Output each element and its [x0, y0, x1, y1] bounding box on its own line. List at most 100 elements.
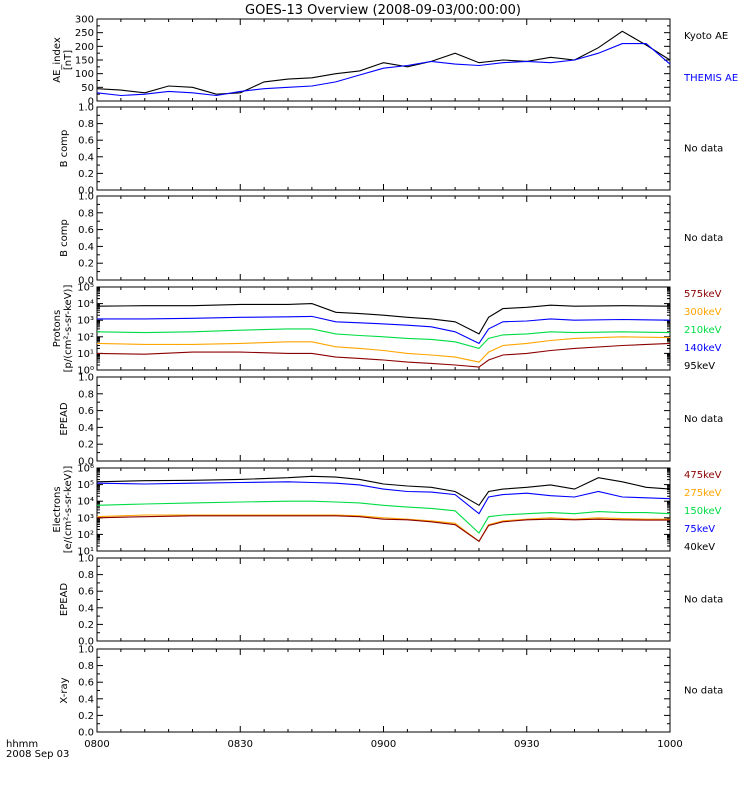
series-line-275kev [96, 514, 670, 543]
panel-frame [96, 18, 671, 102]
y-tick-label: 0.8 [78, 119, 94, 130]
y-axis-label: [p/(cm²-s-sr-keV)] [63, 285, 74, 373]
panel-7: 0.0 0.2 0.4 0.6 0.8 1.0 EPEAD No data [59, 554, 723, 648]
y-tick-label: 10² [77, 332, 94, 343]
no-data-label: No data [684, 233, 723, 244]
y-tick-label: 10⁰ [77, 366, 94, 377]
time-axis: 0800 0830 0900 0930 1000 [84, 739, 682, 750]
legend-entry: 475keV [684, 470, 722, 481]
y-tick-label: 0.8 [78, 389, 94, 400]
y-tick-label: 1.0 [78, 645, 94, 656]
y-tick-label: 10¹ [77, 349, 94, 360]
y-axis-label: AE_index [52, 37, 63, 83]
y-tick-label: 0.2 [78, 259, 94, 270]
panel-8: 0.0 0.2 0.4 0.6 0.8 1.0 X-ray No data [59, 645, 723, 739]
y-tick-label: 150 [75, 56, 94, 67]
y-tick-label: 10⁵ [77, 283, 94, 294]
y-tick-label: 0.0 [78, 457, 94, 468]
y-axis-label: B comp [59, 130, 70, 168]
legend-entry: Kyoto AE [684, 31, 728, 42]
y-tick-label: 0.0 [78, 276, 94, 287]
y-tick-label: 1.0 [78, 103, 94, 114]
legend-entry: 210keV [684, 325, 722, 336]
y-axis-label: Protons [52, 310, 63, 347]
panel-frame [96, 286, 671, 371]
y-tick-label: 1.0 [78, 373, 94, 384]
y-tick-label: 1.0 [78, 192, 94, 203]
legend-entry: THEMIS AE [683, 73, 738, 84]
y-tick-label: 0.6 [78, 406, 94, 417]
y-axis-label: EPEAD [59, 583, 70, 617]
y-tick-label: 0.8 [78, 208, 94, 219]
panel-4: 10⁰ 10¹ 10² 10³ 10⁴ 10⁵ Protons [p/(cm²-s-sr-ke… [52, 283, 722, 377]
panel-frame [96, 106, 671, 191]
no-data-label: No data [684, 144, 723, 155]
no-data-label: No data [684, 595, 723, 606]
y-axis-label: Electrons [52, 486, 63, 532]
panel-1: 0 50 100 150 200 250 300 AE_index [nT] Kyoto AE TH… [52, 15, 738, 108]
y-tick-label: 0.2 [78, 620, 94, 631]
panels-group: 0 50 100 150 200 250 300 AE_index [nT] Kyoto AE TH… [52, 15, 738, 739]
panel-5: 0.0 0.2 0.4 0.6 0.8 1.0 EPEAD No data [59, 373, 723, 468]
series-line-kyoto-ae [96, 30, 671, 95]
y-tick-label: 10⁴ [77, 497, 94, 508]
y-tick-label: 0.8 [78, 570, 94, 581]
panel-frame [96, 376, 671, 462]
no-data-label: No data [684, 414, 723, 425]
y-tick-label: 0.4 [78, 152, 94, 163]
footer-date: 2008 Sep 03 [6, 749, 69, 760]
x-tick-label: 0830 [228, 739, 253, 750]
y-tick-label: 0.4 [78, 423, 94, 434]
y-tick-label: 10³ [77, 513, 94, 524]
series-line-575kev [96, 342, 671, 368]
y-tick-label: 10⁴ [77, 299, 94, 310]
y-tick-label: 0.2 [78, 711, 94, 722]
y-tick-label: 0.2 [78, 169, 94, 180]
y-tick-label: 0.4 [78, 694, 94, 705]
figure-title: GOES-13 Overview (2008-09-03/00:00:00) [245, 3, 521, 18]
series-line-475kev [96, 515, 670, 543]
y-axis-label: EPEAD [59, 402, 70, 436]
x-tick-label: 1000 [657, 739, 682, 750]
y-tick-label: 100 [75, 69, 94, 80]
y-tick-label: 1.0 [78, 554, 94, 565]
x-tick-label: 0800 [84, 739, 109, 750]
y-tick-label: 200 [75, 42, 94, 53]
y-tick-label: 0.4 [78, 603, 94, 614]
x-tick-label: 0900 [371, 739, 396, 750]
y-tick-label: 0.6 [78, 678, 94, 689]
y-tick-label: 10⁶ [77, 464, 94, 475]
y-tick-label: 10⁵ [77, 480, 94, 491]
y-tick-label: 250 [75, 28, 94, 39]
series-line-75kev [96, 481, 671, 515]
legend-entry: 75keV [684, 524, 715, 535]
y-tick-label: 0.4 [78, 242, 94, 253]
series-line-300kev [96, 336, 671, 363]
y-axis-label: [nT] [63, 50, 74, 70]
panel-3: 0.0 0.2 0.4 0.6 0.8 1.0 B comp No data [59, 192, 723, 287]
legend-entry: 95keV [684, 361, 715, 372]
panel-frame [96, 195, 671, 281]
legend-entry: 140keV [684, 343, 722, 354]
legend-entry: 275keV [684, 488, 722, 499]
y-tick-label: 0 [88, 97, 94, 108]
panel-2: 0.0 0.2 0.4 0.6 0.8 1.0 B comp No data [59, 103, 723, 197]
panel-frame [96, 648, 671, 733]
footer-time-format: hhmm [6, 739, 38, 750]
y-tick-label: 0.6 [78, 225, 94, 236]
y-tick-label: 0.0 [78, 186, 94, 197]
y-tick-label: 0.2 [78, 440, 94, 451]
series-line-40kev [96, 475, 671, 507]
panel-6: 10¹ 10² 10³ 10⁴ 10⁵ 10⁶ Electrons [e/(cm²-s-sr-… [52, 464, 722, 558]
y-tick-label: 10² [77, 530, 94, 541]
y-axis-label: [e/(cm²-s-sr-keV)] [63, 466, 74, 554]
y-tick-label: 10³ [77, 316, 94, 327]
legend-entry: 575keV [684, 289, 722, 300]
legend-entry: 40keV [684, 542, 715, 553]
y-axis-label: B comp [59, 219, 70, 257]
y-tick-label: 0.8 [78, 661, 94, 672]
y-tick-label: 10¹ [77, 547, 94, 558]
y-tick-label: 50 [81, 83, 94, 94]
y-tick-label: 0.6 [78, 136, 94, 147]
